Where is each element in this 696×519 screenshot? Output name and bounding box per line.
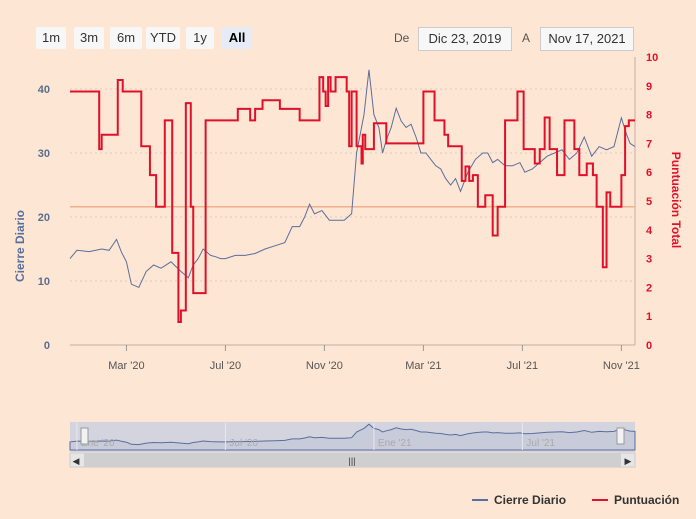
navigator-left-handle[interactable] (80, 427, 89, 445)
y2-tick-label: 0 (646, 340, 652, 352)
to-label: A (522, 31, 531, 45)
y-axis-right: 0 1 2 3 4 5 6 7 8 9 10 (646, 52, 658, 352)
to-date-input[interactable]: Nov 17, 2021 (540, 27, 634, 51)
series-group (69, 69, 636, 323)
y-tick-label: 40 (38, 84, 50, 96)
navigator[interactable]: Ene '20 Jul '20 Ene '21 Jul '21 ||| ◀ ▶ (69, 422, 636, 468)
navigator-label: Ene '21 (378, 438, 412, 449)
legend-cierre-label[interactable]: Cierre Diario (494, 493, 566, 507)
scroll-right-icon[interactable]: ▶ (625, 456, 632, 466)
x-tick-label: Jul '21 (507, 360, 538, 372)
x-axis: Mar '20 Jul '20 Nov '20 Mar '21 Jul '21 Nov '… (108, 345, 640, 372)
from-date-input[interactable]: Dic 23, 2019 (418, 27, 512, 51)
navigator-right-handle[interactable] (616, 427, 625, 445)
scroll-left-icon[interactable]: ◀ (73, 456, 80, 466)
x-tick-label: Nov '21 (603, 360, 640, 372)
y-tick-label: 20 (38, 212, 50, 224)
y2-tick-label: 7 (646, 138, 652, 150)
y-tick-label: 10 (38, 276, 50, 288)
scrollbar-grip-icon: ||| (348, 456, 355, 466)
y2-tick-label: 3 (646, 254, 652, 266)
legend: Cierre Diario Puntuación (472, 493, 679, 507)
legend-puntuacion-label[interactable]: Puntuación (614, 493, 679, 507)
y2-tick-label: 5 (646, 196, 652, 208)
scrollbar-thumb[interactable] (84, 453, 621, 467)
x-tick-label: Mar '20 (108, 360, 144, 372)
y2-tick-label: 4 (646, 225, 653, 237)
range-ytd-button[interactable]: YTD (146, 27, 180, 49)
from-label: De (394, 31, 410, 45)
navigator-label: Ene '20 (81, 438, 115, 449)
y2-tick-label: 9 (646, 81, 652, 93)
navigator-label: Jul '20 (229, 438, 258, 449)
cierre-series-line (69, 69, 636, 289)
y-axis-right-title: Puntuación Total (669, 152, 683, 248)
x-tick-label: Mar '21 (405, 360, 441, 372)
y-tick-label: 0 (44, 340, 50, 352)
y-axis-left-title: Cierre Diario (13, 210, 27, 282)
navigator-label: Jul '21 (526, 438, 555, 449)
y2-tick-label: 6 (646, 167, 652, 179)
x-tick-label: Jul '20 (210, 360, 241, 372)
y2-tick-label: 1 (646, 311, 652, 323)
y2-tick-label: 8 (646, 110, 652, 122)
y2-tick-label: 2 (646, 282, 652, 294)
range-1m-button[interactable]: 1m (36, 27, 66, 49)
grid (70, 57, 636, 346)
navigator-series (69, 423, 636, 451)
range-3m-button[interactable]: 3m (74, 27, 104, 49)
x-tick-label: Nov '20 (306, 360, 343, 372)
y-axis-left: 0 10 20 30 40 (38, 84, 50, 352)
range-1y-button[interactable]: 1y (186, 27, 214, 49)
y-tick-label: 30 (38, 148, 50, 160)
y2-tick-label: 10 (646, 52, 658, 64)
range-all-button[interactable]: All (222, 27, 252, 49)
range-6m-button[interactable]: 6m (110, 27, 142, 49)
puntuacion-series-line (70, 76, 635, 323)
